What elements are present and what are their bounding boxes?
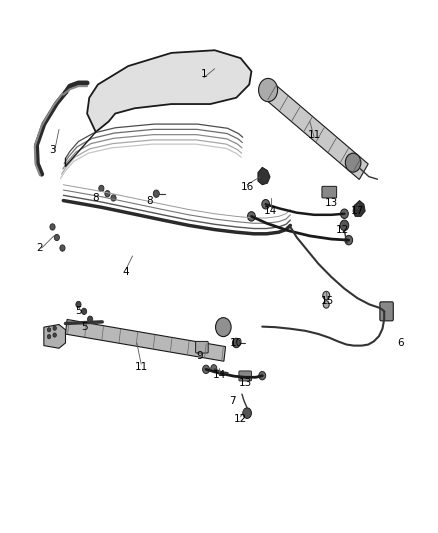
Polygon shape [353, 200, 365, 216]
Circle shape [53, 333, 57, 337]
Circle shape [259, 372, 266, 380]
Circle shape [47, 335, 51, 339]
Text: 3: 3 [49, 146, 56, 156]
Circle shape [153, 190, 159, 197]
Text: 17: 17 [351, 206, 364, 216]
Circle shape [243, 408, 251, 418]
Text: 10: 10 [230, 338, 243, 348]
Circle shape [345, 236, 353, 245]
Circle shape [88, 316, 93, 322]
Polygon shape [87, 50, 251, 132]
Circle shape [211, 365, 217, 372]
Text: 1: 1 [201, 69, 207, 79]
Text: 4: 4 [123, 267, 129, 277]
Text: 14: 14 [212, 369, 226, 379]
Text: 13: 13 [238, 377, 251, 387]
Text: 2: 2 [36, 243, 43, 253]
Text: 5: 5 [81, 322, 88, 332]
Circle shape [323, 292, 330, 300]
Text: 8: 8 [92, 193, 99, 203]
Circle shape [323, 301, 329, 308]
Circle shape [54, 235, 60, 241]
Text: 12: 12 [336, 224, 349, 235]
Text: 13: 13 [325, 198, 338, 208]
Circle shape [81, 308, 87, 314]
Circle shape [345, 153, 361, 172]
Circle shape [262, 199, 270, 209]
Polygon shape [44, 325, 66, 348]
Circle shape [47, 328, 51, 332]
Circle shape [105, 191, 110, 197]
Circle shape [233, 338, 240, 348]
Text: 11: 11 [307, 130, 321, 140]
Polygon shape [65, 319, 226, 361]
Circle shape [111, 195, 116, 201]
Text: 11: 11 [134, 362, 148, 372]
Text: 8: 8 [146, 196, 153, 206]
Text: 15: 15 [321, 296, 334, 306]
Circle shape [215, 318, 231, 337]
Circle shape [53, 326, 57, 330]
Text: 5: 5 [75, 306, 82, 316]
FancyBboxPatch shape [380, 302, 393, 321]
Circle shape [340, 209, 348, 219]
Circle shape [258, 78, 278, 102]
Circle shape [340, 220, 349, 231]
Polygon shape [258, 167, 270, 185]
Text: 16: 16 [240, 182, 254, 192]
FancyBboxPatch shape [322, 187, 337, 198]
FancyBboxPatch shape [196, 342, 208, 353]
Text: 9: 9 [196, 351, 203, 361]
Circle shape [247, 212, 255, 221]
Text: 7: 7 [229, 396, 235, 406]
Circle shape [99, 185, 104, 191]
FancyBboxPatch shape [239, 371, 251, 381]
Circle shape [202, 365, 209, 374]
Circle shape [50, 224, 55, 230]
Circle shape [76, 301, 81, 308]
Text: 6: 6 [397, 338, 404, 348]
Circle shape [60, 245, 65, 251]
Text: 12: 12 [234, 415, 247, 424]
Polygon shape [260, 79, 368, 180]
Text: 14: 14 [264, 206, 278, 216]
